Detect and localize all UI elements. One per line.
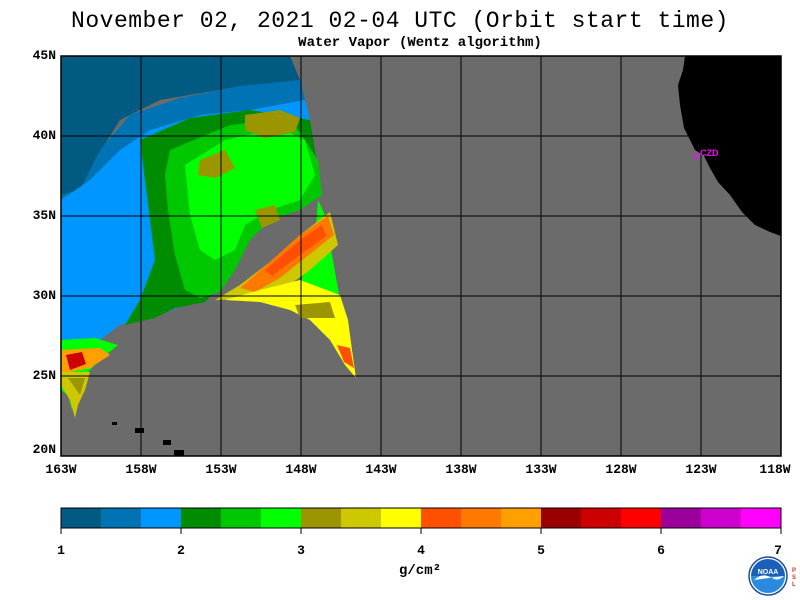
logo-text: NOAA [758, 569, 779, 576]
lon-label: 118W [759, 462, 791, 477]
lon-label: 123W [685, 462, 717, 477]
colorbar-swatch [261, 508, 302, 528]
map-gridlines [61, 56, 781, 456]
colorbar-swatch [181, 508, 222, 528]
lon-label: 143W [365, 462, 397, 477]
map-title: November 02, 2021 02-04 UTC (Orbit start… [71, 8, 729, 34]
lat-label: 45N [32, 48, 56, 63]
colorbar-swatch [421, 508, 462, 528]
map-subtitle: Water Vapor (Wentz algorithm) [298, 35, 542, 51]
lat-label: 30N [32, 288, 56, 303]
lon-label: 153W [205, 462, 237, 477]
colorbar-tick-label: 4 [417, 543, 425, 558]
colorbar-swatch [461, 508, 502, 528]
hawaii-islands [112, 422, 184, 456]
colorbar-swatch [61, 508, 102, 528]
colorbar-swatch [301, 508, 342, 528]
colorbar-swatch [341, 508, 382, 528]
lon-label: 133W [525, 462, 557, 477]
water-vapor-field [61, 56, 356, 418]
colorbar-tick-label: 5 [537, 543, 545, 558]
colorbar-swatch [101, 508, 142, 528]
colorbar-swatch [141, 508, 182, 528]
noaa-logo-icon: NOAA [748, 556, 788, 596]
colorbar-swatch [741, 508, 782, 528]
colorbar-tick-label: 1 [57, 543, 65, 558]
lon-label: 128W [605, 462, 637, 477]
colorbar-ticks [60, 528, 782, 534]
colorbar-unit: g/cm² [398, 563, 441, 579]
lat-label: 20N [32, 442, 56, 457]
colorbar-swatch [541, 508, 582, 528]
colorbar-tick-label: 2 [177, 543, 185, 558]
lon-label: 138W [445, 462, 477, 477]
psl-text: P S L [792, 568, 797, 588]
lon-label: 148W [285, 462, 317, 477]
colorbar-swatch [221, 508, 262, 528]
colorbar-tick-label: 7 [774, 543, 782, 558]
colorbar [61, 508, 782, 528]
colorbar-swatch [501, 508, 542, 528]
map-frame [60, 55, 782, 457]
lon-label: 163W [45, 462, 77, 477]
colorbar-swatch [621, 508, 662, 528]
colorbar-tick-label: 3 [297, 543, 305, 558]
land-mass [678, 56, 781, 236]
lon-label: 158W [125, 462, 157, 477]
colorbar-swatch [381, 508, 422, 528]
lat-label: 40N [32, 128, 56, 143]
colorbar-swatch [701, 508, 742, 528]
colorbar-swatch [581, 508, 622, 528]
colorbar-tick-label: 6 [657, 543, 665, 558]
station-marker [694, 151, 698, 161]
lat-label: 35N [32, 208, 56, 223]
lat-label: 25N [32, 368, 56, 383]
station-label: CZD [700, 148, 719, 158]
colorbar-swatch [661, 508, 702, 528]
